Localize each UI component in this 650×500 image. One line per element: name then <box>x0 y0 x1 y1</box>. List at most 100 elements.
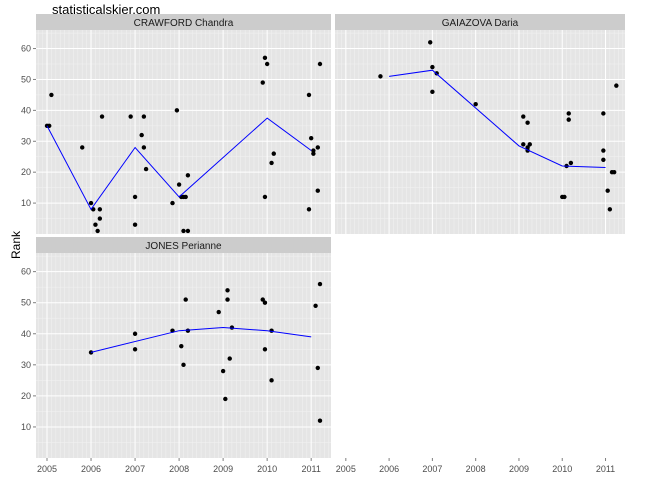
data-point <box>143 166 149 172</box>
data-point <box>185 228 191 234</box>
panel-title-gaiazova-daria: GAIAZOVA Daria <box>442 18 519 29</box>
x-tick-label: 2011 <box>302 464 321 474</box>
data-point <box>262 347 268 352</box>
data-point <box>306 92 312 98</box>
data-point <box>88 200 94 206</box>
data-point <box>430 64 435 70</box>
data-point <box>181 362 186 368</box>
y-tick-label: 10 <box>21 198 31 208</box>
data-point <box>306 207 312 212</box>
data-point <box>521 114 526 119</box>
data-point <box>260 80 265 85</box>
x-tick-label: 2010 <box>552 464 572 474</box>
data-point <box>181 228 186 234</box>
data-point <box>601 111 606 116</box>
panel-strip-crawford-chandra <box>36 14 331 30</box>
data-point <box>315 145 320 150</box>
data-point <box>97 207 103 212</box>
x-tick-label: 2008 <box>466 464 486 474</box>
data-point <box>269 160 274 166</box>
data-point <box>132 222 138 227</box>
y-tick-label: 50 <box>21 74 31 84</box>
x-tick-label: 2005 <box>336 464 356 474</box>
data-point <box>566 117 571 122</box>
trend-line-crawford-chandra <box>46 117 312 211</box>
data-point <box>49 92 54 98</box>
data-point <box>260 297 265 302</box>
y-tick-label: 60 <box>21 267 31 277</box>
x-tick-label: 2007 <box>125 464 145 474</box>
y-tick-label: 30 <box>21 136 31 146</box>
data-point <box>521 142 526 147</box>
data-point <box>95 228 100 234</box>
data-point <box>527 142 532 147</box>
data-point <box>132 347 138 352</box>
data-point <box>225 288 230 293</box>
x-tick-label: 2008 <box>169 464 189 474</box>
data-point <box>430 89 435 95</box>
y-tick-label: 60 <box>21 44 31 54</box>
data-point <box>562 194 567 200</box>
data-point <box>216 309 221 315</box>
x-tick-label: 2005 <box>37 464 57 474</box>
x-tick-label: 2009 <box>213 464 233 474</box>
data-point <box>227 356 232 361</box>
data-point <box>317 61 323 67</box>
data-point <box>315 365 320 371</box>
x-tick-label: 2009 <box>509 464 529 474</box>
y-tick-label: 20 <box>21 391 31 401</box>
data-point <box>378 74 383 79</box>
data-point <box>183 297 188 302</box>
data-point <box>262 55 268 61</box>
data-point <box>174 108 180 113</box>
data-point <box>223 396 228 402</box>
data-point <box>93 222 98 227</box>
trend-line-gaiazova-daria <box>389 69 606 168</box>
data-point <box>128 114 133 119</box>
x-tick-label: 2006 <box>379 464 399 474</box>
trend-line-jones-perianne <box>90 326 312 353</box>
x-tick-label: 2007 <box>422 464 442 474</box>
data-point <box>315 188 320 193</box>
data-point <box>308 135 314 141</box>
panel-title-jones-perianne: JONES Perianne <box>145 241 222 252</box>
data-point <box>313 303 318 309</box>
panel-strip-gaiazova-daria <box>335 14 625 30</box>
y-tick-label: 50 <box>21 298 31 308</box>
data-point <box>141 145 147 150</box>
data-point <box>317 418 323 423</box>
y-axis-title: Rank <box>9 230 23 259</box>
y-tick-label: 40 <box>21 329 31 339</box>
x-tick-label: 2010 <box>257 464 277 474</box>
data-point <box>183 194 188 200</box>
y-tick-label: 10 <box>21 422 31 432</box>
data-point <box>220 368 226 374</box>
data-point <box>428 40 433 45</box>
data-point <box>99 114 105 119</box>
x-tick-label: 2006 <box>81 464 101 474</box>
data-point <box>139 132 144 138</box>
data-point <box>264 61 270 67</box>
data-point <box>80 145 85 150</box>
data-point <box>525 120 530 125</box>
data-point <box>605 188 610 193</box>
data-point <box>317 281 323 287</box>
data-point <box>97 216 103 221</box>
data-point <box>132 331 138 336</box>
y-tick-label: 40 <box>21 105 31 115</box>
y-tick-label: 20 <box>21 167 31 177</box>
data-point <box>271 151 276 156</box>
data-point <box>132 194 138 200</box>
data-point <box>525 145 530 150</box>
data-point <box>473 101 478 107</box>
data-point <box>170 200 175 206</box>
y-tick-label: 30 <box>21 360 31 370</box>
data-point <box>601 148 606 153</box>
data-point <box>607 207 613 212</box>
site-title: statisticalskier.com <box>52 2 161 17</box>
data-point <box>614 83 619 88</box>
data-point <box>176 182 182 187</box>
panel-title-crawford-chandra: CRAWFORD Chandra <box>134 18 234 29</box>
x-tick-label: 2011 <box>596 464 615 474</box>
